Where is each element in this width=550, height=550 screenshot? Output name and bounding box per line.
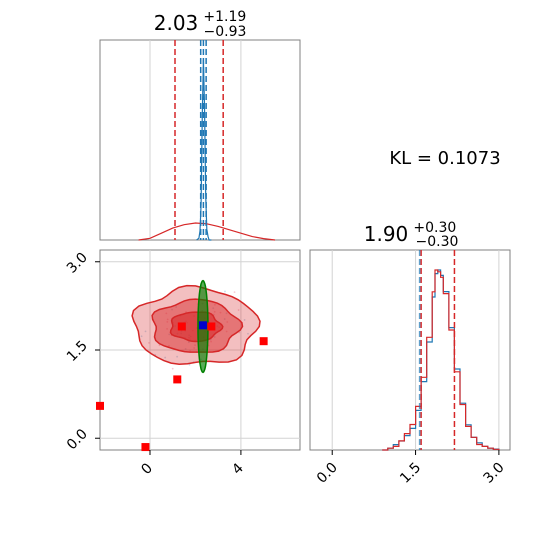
- scatter-point: [175, 306, 178, 308]
- scatter-point: [171, 367, 174, 370]
- scatter-point: [238, 331, 241, 334]
- title-minus: −0.30: [416, 234, 459, 250]
- scatter-point: [171, 308, 173, 311]
- scatter-point: [165, 312, 168, 315]
- title-plus: +1.19: [203, 9, 246, 25]
- scatter-point: [225, 330, 228, 333]
- marker-square: [198, 321, 207, 330]
- panel-bottom-right-plot: [382, 250, 500, 451]
- scatter-point: [168, 333, 171, 336]
- title-value: 1.90: [364, 222, 409, 246]
- marker-square: [96, 401, 104, 410]
- kl-annotation: KL = 0.1073: [389, 148, 500, 169]
- scatter-point: [193, 347, 196, 349]
- scatter-point: [184, 348, 187, 350]
- panel-bottom-right-xticks: 0.0 1.5 3.0: [314, 450, 508, 487]
- scatter-point: [176, 355, 179, 358]
- scatter-point: [164, 356, 167, 359]
- panel-top-left-title: 2.03 +1.19: [154, 9, 247, 35]
- scatter-point: [213, 310, 216, 313]
- scatter-point: [194, 344, 196, 346]
- marker-square: [207, 322, 216, 331]
- scatter-point: [212, 307, 215, 310]
- scatter-point: [166, 327, 168, 330]
- scatter-point: [213, 336, 216, 338]
- scatter-point: [166, 320, 169, 323]
- scatter-point: [219, 311, 222, 314]
- scatter-point: [223, 318, 226, 320]
- scatter-point: [237, 309, 240, 311]
- y-tick-label: 3.0: [64, 250, 91, 277]
- marker-square: [259, 337, 268, 346]
- panel-bottom-right-title: 1.90 +0.30: [364, 220, 457, 246]
- y-tick-label: 1.5: [64, 338, 91, 365]
- scatter-point: [225, 312, 228, 315]
- panel-bottom-left-contours: [131, 279, 261, 374]
- scatter-point: [148, 341, 150, 344]
- panel-bottom-right-frame: [309, 249, 511, 451]
- scatter-point: [140, 335, 143, 338]
- panel-bottom-right: 0.0 1.5 3.0 1.90 +0.30 −0.30: [309, 220, 511, 487]
- scatter-point: [210, 340, 212, 343]
- x-tick-label: 4: [229, 460, 247, 478]
- scatter-point: [168, 345, 170, 347]
- marker-square: [173, 375, 182, 384]
- panel-top-left-plot: [138, 40, 276, 241]
- scatter-point: [189, 349, 191, 352]
- title-value: 2.03: [154, 11, 199, 35]
- x-tick-label: 3.0: [481, 460, 508, 487]
- scatter-point: [233, 291, 236, 294]
- scatter-point: [224, 290, 226, 293]
- marker-square: [177, 322, 186, 331]
- scatter-point: [226, 321, 229, 323]
- x-tick-label: 1.5: [397, 460, 424, 487]
- scatter-point: [158, 344, 161, 347]
- scatter-point: [144, 330, 147, 333]
- marginal-series: [382, 269, 500, 451]
- title-minus: −0.93: [204, 24, 247, 40]
- panel-top-left: 2.03 +1.19 −0.93: [99, 9, 301, 241]
- scatter-point: [166, 318, 169, 321]
- scatter-point: [247, 332, 249, 335]
- y-tick-label: 0.0: [64, 426, 91, 453]
- marginal-series: [196, 59, 212, 241]
- panel-bottom-left-yticks: 0.0 1.5 3.0: [64, 250, 100, 453]
- panel-top-left-grid: [149, 40, 242, 240]
- title-plus: +0.30: [413, 220, 456, 236]
- panel-bottom-left-markers: [96, 321, 268, 452]
- x-tick-label: 0.0: [314, 460, 341, 487]
- scatter-point: [243, 319, 246, 321]
- x-tick-label: 0: [138, 460, 156, 478]
- scatter-point: [187, 341, 190, 344]
- scatter-point: [214, 303, 216, 306]
- marker-square: [141, 443, 150, 452]
